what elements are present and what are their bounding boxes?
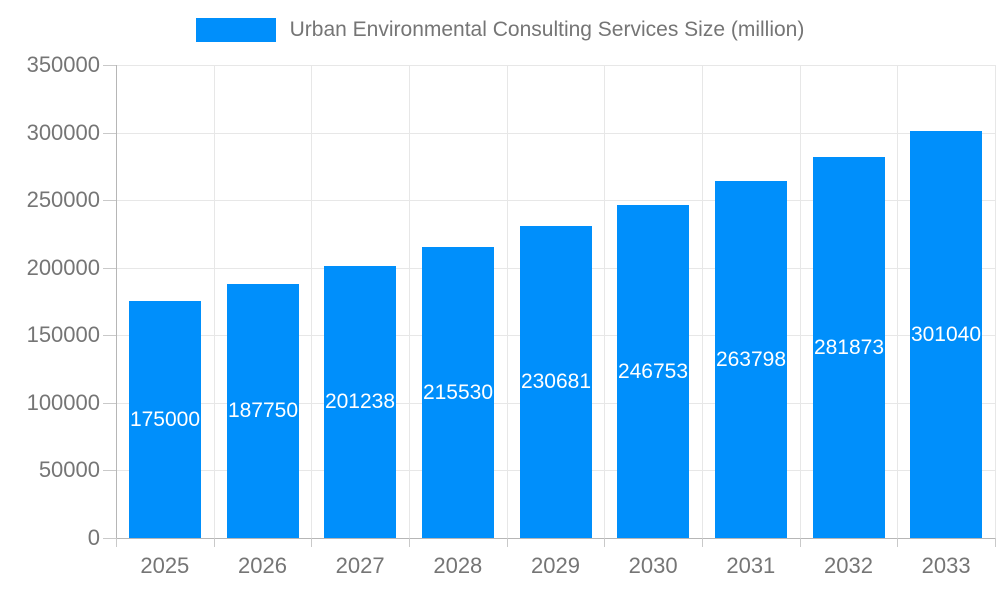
x-tick-label: 2032 xyxy=(824,553,873,578)
plot-area: 175000 187750 201238 215530 230681 246753 2637… xyxy=(103,65,996,547)
v-gridline xyxy=(897,65,898,538)
x-axis-tick xyxy=(897,538,898,547)
h-gridline xyxy=(116,65,995,66)
bar[interactable] xyxy=(520,226,592,538)
y-tick-label: 300000 xyxy=(26,119,100,145)
bar[interactable] xyxy=(129,301,201,538)
bar-value-label: 230681 xyxy=(520,370,592,393)
legend: Urban Environmental Consulting Services … xyxy=(0,18,1000,42)
x-axis-tick xyxy=(214,538,215,547)
v-gridline xyxy=(604,65,605,538)
y-tick-label: 200000 xyxy=(26,254,100,280)
x-axis-tick xyxy=(409,538,410,547)
legend-item[interactable]: Urban Environmental Consulting Services … xyxy=(195,18,805,42)
y-tick-label: 250000 xyxy=(26,187,100,213)
y-tick-label: 50000 xyxy=(38,457,100,483)
legend-label: Urban Environmental Consulting Services … xyxy=(289,18,805,41)
x-axis-tick xyxy=(702,538,703,547)
bar[interactable] xyxy=(715,181,787,538)
x-tick-label: 2033 xyxy=(921,553,971,578)
h-gridline xyxy=(116,200,995,202)
x-tick-label: 2031 xyxy=(726,553,776,578)
x-tick-label: 2026 xyxy=(238,553,287,578)
bar[interactable] xyxy=(617,205,689,538)
y-axis-tick xyxy=(103,200,116,202)
y-axis-tick xyxy=(103,65,116,66)
x-axis-tick xyxy=(311,538,312,547)
x-axis-line xyxy=(116,538,995,539)
v-gridline xyxy=(507,65,508,538)
bar-value-label: 215530 xyxy=(422,380,494,404)
y-tick-label: 100000 xyxy=(26,389,100,415)
x-axis-tick xyxy=(507,538,508,547)
bar-value-label: 301040 xyxy=(910,322,982,346)
v-gridline xyxy=(702,65,703,538)
bar-value-label: 281873 xyxy=(813,335,885,359)
bar-value-label: 187750 xyxy=(227,399,299,422)
y-axis-line xyxy=(116,65,117,546)
x-tick-label: 2025 xyxy=(140,553,190,578)
bar[interactable] xyxy=(324,266,396,538)
y-tick-label: 150000 xyxy=(26,322,100,348)
bar[interactable] xyxy=(422,247,494,538)
bar[interactable] xyxy=(227,284,299,538)
y-axis-tick xyxy=(103,267,116,269)
y-axis-tick xyxy=(103,132,116,134)
x-axis-tick xyxy=(604,538,605,547)
y-axis-tick xyxy=(103,470,116,472)
y-tick-label: 0 xyxy=(87,525,100,550)
y-tick-label: 350000 xyxy=(26,52,100,77)
x-axis-tick xyxy=(116,538,117,547)
x-tick-label: 2028 xyxy=(433,553,483,578)
y-axis-tick xyxy=(103,402,116,404)
y-axis-tick xyxy=(103,538,116,539)
bar[interactable] xyxy=(910,131,982,538)
v-gridline xyxy=(214,65,215,538)
legend-swatch xyxy=(195,18,276,42)
x-axis-tick xyxy=(800,538,801,547)
v-gridline xyxy=(409,65,410,538)
bar-value-label: 263798 xyxy=(715,347,787,371)
v-gridline xyxy=(995,65,996,538)
x-axis-tick xyxy=(995,538,996,547)
y-axis-tick xyxy=(103,335,116,337)
x-tick-label: 2027 xyxy=(335,553,385,578)
bar-value-label: 175000 xyxy=(129,407,201,431)
v-gridline xyxy=(311,65,312,538)
x-tick-label: 2029 xyxy=(531,553,580,578)
bar[interactable] xyxy=(813,157,885,538)
h-gridline xyxy=(116,132,995,134)
v-gridline xyxy=(800,65,801,538)
bar-value-label: 246753 xyxy=(617,359,689,383)
x-tick-label: 2030 xyxy=(628,553,678,578)
bar-value-label: 201238 xyxy=(324,390,396,413)
